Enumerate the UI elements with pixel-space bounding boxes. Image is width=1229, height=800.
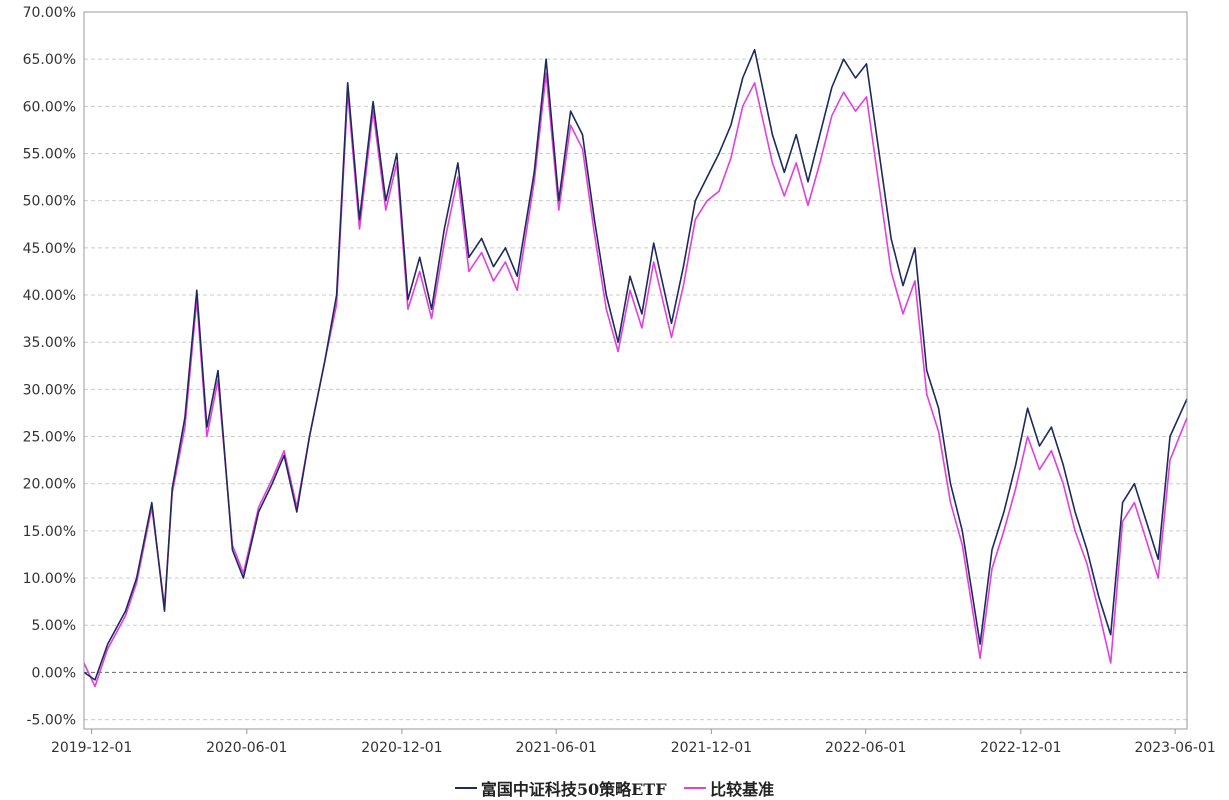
y-tick-label: 45.00% — [23, 241, 76, 257]
x-axis: 2019-12-01 2020-06-01 2020-12-01 2021-06-01… — [51, 729, 1216, 756]
y-tick-label: 70.00% — [23, 5, 76, 21]
legend-item-series-2: 比较基准 — [684, 776, 774, 800]
legend-swatch-series-1 — [454, 787, 477, 789]
y-tick-label: 65.00% — [23, 52, 76, 68]
legend-label-series-2: 比较基准 — [710, 780, 775, 799]
x-tick-label: 2021-12-01 — [671, 740, 752, 756]
series-line-2 — [83, 72, 1188, 688]
y-tick-label: -5.00% — [26, 713, 76, 729]
x-tick-label: 2022-12-01 — [980, 740, 1061, 756]
legend-swatch-series-2 — [684, 787, 707, 789]
y-tick-label: 15.00% — [23, 524, 76, 540]
y-tick-label: 55.00% — [23, 147, 76, 163]
plot-area — [83, 48, 1188, 688]
y-axis: 70.00% 65.00% 60.00% 55.00% 50.00% 45.00% 40.0… — [23, 5, 76, 729]
grid — [84, 11, 1187, 721]
x-tick-label: 2021-06-01 — [516, 740, 597, 756]
y-tick-label: 30.00% — [23, 382, 76, 398]
y-tick-label: 25.00% — [23, 430, 76, 446]
x-tick-label: 2022-06-01 — [825, 740, 906, 756]
y-tick-label: 60.00% — [23, 99, 76, 115]
plot-frame — [83, 11, 1188, 730]
x-tick-label: 2019-12-01 — [51, 740, 132, 756]
x-tick-label: 2023-06-01 — [1134, 740, 1215, 756]
series-line-1 — [83, 48, 1188, 681]
legend: 富国中证科技50策略ETF 比较基准 — [0, 774, 1229, 800]
legend-item-series-1: 富国中证科技50策略ETF — [454, 776, 667, 800]
legend-label-series-1: 富国中证科技50策略ETF — [480, 780, 667, 799]
y-tick-label: 10.00% — [23, 571, 76, 587]
x-tick-label: 2020-06-01 — [206, 740, 287, 756]
x-tick-label: 2020-12-01 — [361, 740, 442, 756]
y-tick-label: 40.00% — [23, 288, 76, 304]
y-tick-label: 5.00% — [32, 618, 76, 634]
y-tick-label: 35.00% — [23, 335, 76, 351]
y-tick-label: 50.00% — [23, 194, 76, 210]
y-tick-label: 20.00% — [23, 477, 76, 493]
y-tick-label: 0.00% — [32, 665, 76, 681]
